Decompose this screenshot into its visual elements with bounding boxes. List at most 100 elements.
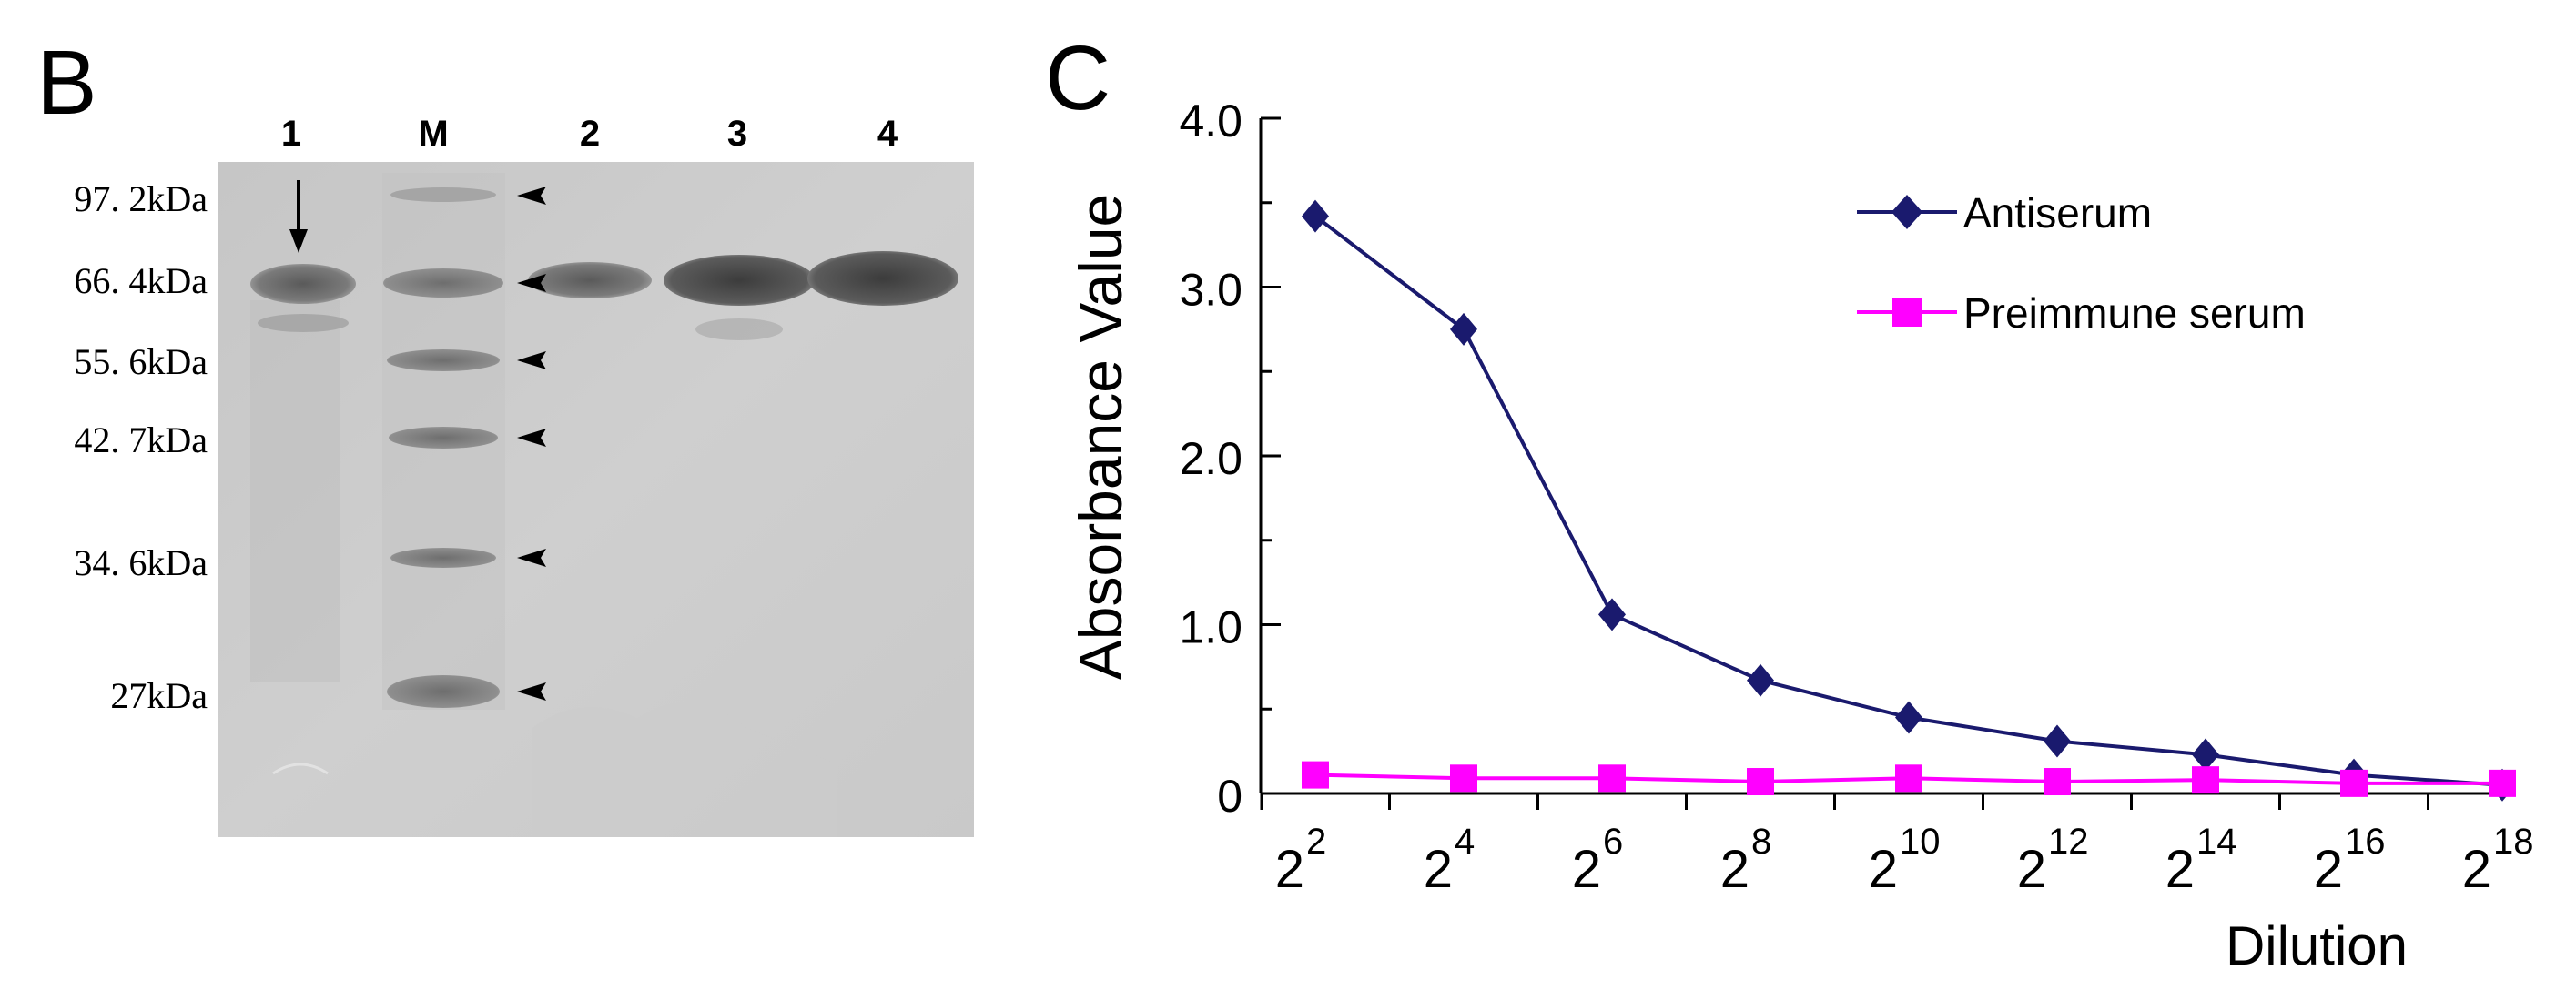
x-tick-exponent: 6 [1603,822,1623,862]
lane-label-1: 1 [281,114,301,154]
y-axis-title: Absorbance Value [1067,194,1134,680]
x-tick-base: 2 [2017,840,2046,899]
gel-artifact-line [272,763,329,775]
preimmune-point [1598,764,1626,793]
lane-4-band [807,251,958,306]
marker-band-27 [387,675,500,708]
gel-artifact [532,702,837,837]
arrowhead-66 [517,274,546,292]
marker-label-97: 97. 2kDa [74,178,208,219]
x-tick-exponent: 18 [2493,822,2534,862]
preimmune-point [1450,764,1477,793]
x-axis-title: Dilution [2226,915,2408,976]
lane-1-band-minor [258,314,349,332]
x-tick-exponent: 12 [2048,822,2089,862]
marker-label-42: 42. 7kDa [74,419,208,460]
marker-band-42 [389,427,498,449]
preimmune-point [2192,766,2219,794]
lane-1-band-main [250,264,356,304]
x-ticks: 2 2 2 4 2 6 2 8 2 10 2 12 2 14 2 16 2 18 [1260,793,2534,899]
lane-1-smear [250,300,340,682]
y-tick-label: 2.0 [1179,433,1242,484]
marker-band-55 [387,349,500,371]
x-tick-label: 2 16 [2314,822,2386,899]
arrowhead-34 [517,549,546,567]
arrowhead-27 [517,682,546,701]
antiserum-point [1747,663,1774,697]
x-tick-exponent: 16 [2345,822,2386,862]
y-tick-label: 1.0 [1179,602,1242,653]
legend-marker-preimmune [1892,298,1922,327]
x-tick-base: 2 [1869,840,1898,899]
antiserum-point [2044,724,2071,758]
antiserum-point [1598,598,1626,631]
antiserum-point [1450,312,1477,346]
y-ticks: 4.0 3.0 2.0 1.0 0 [1179,96,1281,822]
preimmune-point [2489,769,2516,797]
x-tick-label: 2 10 [1869,822,1941,899]
legend-label-preimmune: Preimmune serum [1963,289,2306,337]
y-tick-label: 3.0 [1179,265,1242,316]
preimmune-point [1302,761,1329,789]
lane-label-4: 4 [877,114,898,154]
arrowhead-42 [517,429,546,447]
legend-marker-antiserum [1891,195,1922,229]
x-tick-label: 2 18 [2462,822,2534,899]
lane-label-3: 3 [727,114,747,154]
arrowhead-55 [517,351,546,369]
x-tick-exponent: 2 [1306,822,1326,862]
gel-image [218,162,974,837]
x-tick-exponent: 4 [1455,822,1475,862]
x-tick-label: 2 12 [2017,822,2089,899]
arrowhead-97 [517,187,546,205]
x-tick-label: 2 14 [2165,822,2237,899]
x-tick-base: 2 [1275,840,1304,899]
marker-label-66: 66. 4kDa [74,260,208,301]
preimmune-point [1895,764,1922,793]
legend-item-preimmune: Preimmune serum [1857,289,2306,337]
lane-1-arrow [289,180,308,253]
legend-label-antiserum: Antiserum [1963,189,2152,237]
x-tick-base: 2 [1720,840,1749,899]
x-tick-base: 2 [1572,840,1601,899]
panel-c-label: C [1045,27,1111,129]
lane-3-band [664,255,815,306]
lane-2-band [528,262,652,298]
marker-band-97 [390,187,496,202]
marker-label-55: 55. 6kDa [74,341,208,382]
x-tick-exponent: 14 [2196,822,2237,862]
y-tick-label: 0 [1217,771,1242,822]
series-layer [1302,199,2516,802]
panel-b: B 1 M 2 3 4 97. 2kDa 66. 4kDa 55. 6kDa 4… [36,32,974,837]
marker-label-27: 27kDa [110,675,208,716]
marker-band-34 [390,548,496,568]
y-tick-label: 4.0 [1179,96,1242,146]
marker-arrowheads [517,187,546,701]
lane-label-2: 2 [580,114,600,154]
preimmune-point [2044,768,2071,796]
antiserum-point [1895,701,1922,734]
preimmune-point [1747,768,1774,796]
antiserum-point [1302,199,1329,233]
preimmune-point [2340,769,2368,797]
antiserum-point [2192,738,2219,772]
panel-b-label: B [36,32,97,134]
x-tick-base: 2 [2462,840,2491,899]
marker-label-34: 34. 6kDa [74,542,208,583]
legend-item-antiserum: Antiserum [1857,189,2152,237]
x-tick-base: 2 [1424,840,1453,899]
x-tick-exponent: 8 [1751,822,1771,862]
legend: Antiserum Preimmune serum [1857,189,2306,337]
x-tick-base: 2 [2165,840,2195,899]
lane-label-m: M [418,114,448,154]
x-tick-base: 2 [2314,840,2343,899]
marker-band-66 [383,268,503,298]
x-tick-exponent: 10 [1900,822,1941,862]
lane-3-band-minor [695,318,783,340]
